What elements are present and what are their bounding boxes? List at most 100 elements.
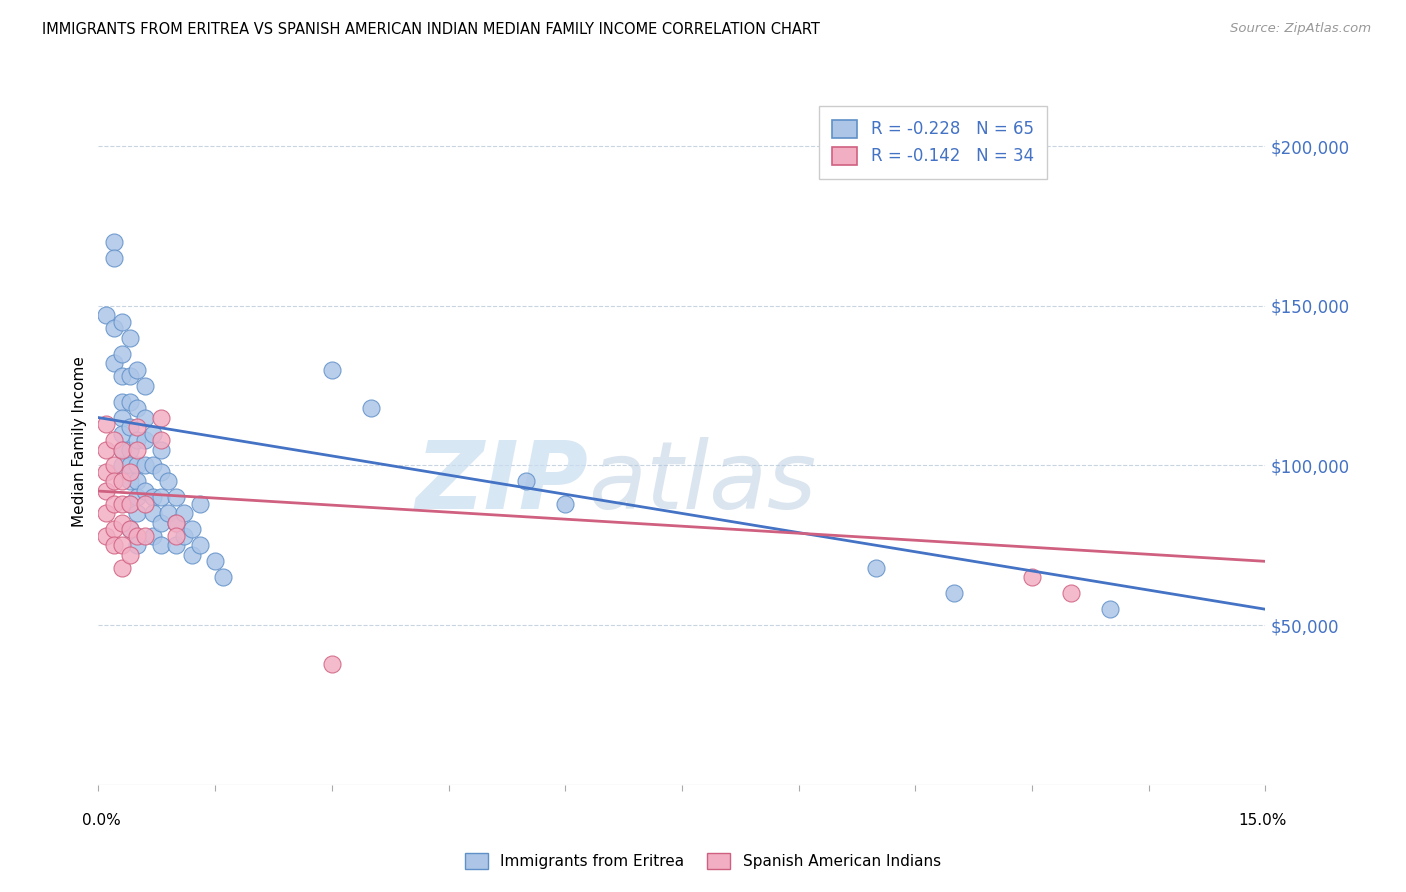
Point [173, 507, 195, 521]
Point [118, 331, 141, 345]
Point [157, 507, 180, 521]
Point [134, 433, 156, 447]
Point [321, 362, 343, 376]
Point [180, 548, 202, 562]
Point [865, 560, 887, 574]
Point [127, 433, 149, 447]
Point [103, 458, 125, 473]
Point [127, 507, 149, 521]
Point [134, 529, 156, 543]
Point [360, 401, 382, 415]
Text: Source: ZipAtlas.com: Source: ZipAtlas.com [1230, 22, 1371, 36]
Point [127, 529, 149, 543]
Point [142, 529, 165, 543]
Point [103, 321, 125, 335]
Point [103, 522, 125, 536]
Point [134, 378, 156, 392]
Point [96, 465, 118, 479]
Point [165, 491, 187, 505]
Point [149, 491, 172, 505]
Point [127, 458, 149, 473]
Point [118, 522, 141, 536]
Y-axis label: Median Family Income: Median Family Income [72, 356, 87, 527]
Point [103, 356, 125, 370]
Point [188, 538, 211, 552]
Point [118, 458, 141, 473]
Point [188, 497, 211, 511]
Point [118, 522, 141, 536]
Point [103, 538, 125, 552]
Point [111, 516, 134, 530]
Point [96, 507, 118, 521]
Point [96, 417, 118, 431]
Point [111, 560, 134, 574]
Point [103, 497, 125, 511]
Point [127, 420, 149, 434]
Point [118, 548, 141, 562]
Point [142, 507, 165, 521]
Point [118, 497, 141, 511]
Text: IMMIGRANTS FROM ERITREA VS SPANISH AMERICAN INDIAN MEDIAN FAMILY INCOME CORRELAT: IMMIGRANTS FROM ERITREA VS SPANISH AMERI… [42, 22, 820, 37]
Point [96, 484, 118, 499]
Point [103, 251, 125, 265]
Point [127, 362, 149, 376]
Point [127, 475, 149, 489]
Point [118, 420, 141, 434]
Point [149, 410, 172, 425]
Point [127, 442, 149, 457]
Point [111, 458, 134, 473]
Point [142, 426, 165, 441]
Point [165, 516, 187, 530]
Point [127, 491, 149, 505]
Point [111, 475, 134, 489]
Point [165, 529, 187, 543]
Point [111, 442, 134, 457]
Text: 15.0%: 15.0% [1239, 814, 1286, 828]
Point [149, 516, 172, 530]
Point [515, 475, 537, 489]
Point [321, 657, 343, 671]
Point [142, 491, 165, 505]
Point [149, 442, 172, 457]
Point [1021, 570, 1043, 584]
Point [212, 570, 235, 584]
Point [118, 497, 141, 511]
Point [134, 497, 156, 511]
Point [111, 369, 134, 384]
Point [111, 538, 134, 552]
Point [180, 522, 202, 536]
Point [118, 465, 141, 479]
Point [111, 394, 134, 409]
Point [149, 465, 172, 479]
Point [111, 497, 134, 511]
Point [127, 538, 149, 552]
Point [165, 516, 187, 530]
Point [111, 442, 134, 457]
Point [103, 235, 125, 249]
Point [1060, 586, 1083, 600]
Point [96, 442, 118, 457]
Point [111, 347, 134, 361]
Point [127, 401, 149, 415]
Point [111, 426, 134, 441]
Point [142, 458, 165, 473]
Point [165, 538, 187, 552]
Point [173, 529, 195, 543]
Point [1098, 602, 1121, 616]
Point [103, 475, 125, 489]
Point [943, 586, 966, 600]
Legend: R = -0.228   N = 65, R = -0.142   N = 34: R = -0.228 N = 65, R = -0.142 N = 34 [818, 106, 1047, 178]
Point [118, 475, 141, 489]
Point [134, 410, 156, 425]
Point [111, 315, 134, 329]
Text: ZIP: ZIP [416, 437, 589, 529]
Point [554, 497, 576, 511]
Point [134, 458, 156, 473]
Point [103, 433, 125, 447]
Point [149, 538, 172, 552]
Text: 0.0%: 0.0% [82, 814, 121, 828]
Point [118, 394, 141, 409]
Point [134, 484, 156, 499]
Text: atlas: atlas [589, 437, 817, 528]
Point [157, 475, 180, 489]
